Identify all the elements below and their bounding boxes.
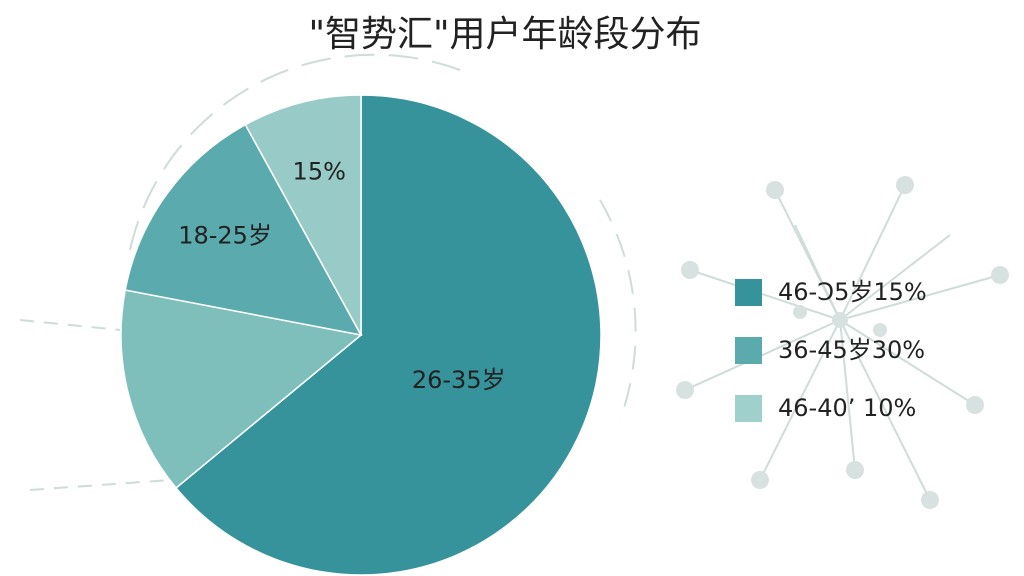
pie: 26-35岁 18-25岁 15%	[120, 94, 602, 576]
slice-label: 15%	[293, 157, 346, 185]
legend-swatch	[735, 279, 762, 306]
legend: 46-Ɔ5岁15% 36-45岁30% 46-40’ 10%	[735, 278, 927, 422]
slice-label: 26-35岁	[412, 366, 506, 394]
chart-title: "智势汇"用户年龄段分布	[308, 14, 701, 55]
slice-label: 18-25岁	[178, 221, 272, 249]
background-network	[19, 53, 1009, 509]
pie-slice	[124, 123, 363, 337]
legend-swatch	[735, 337, 762, 364]
legend-label: 36-45岁30%	[778, 336, 925, 364]
legend-label: 46-Ɔ5岁15%	[778, 278, 927, 306]
legend-label: 46-40’ 10%	[778, 394, 916, 422]
pie-slice	[120, 289, 363, 490]
legend-swatch	[735, 395, 762, 422]
pie-slice	[175, 94, 602, 576]
pie-slice	[244, 94, 362, 336]
